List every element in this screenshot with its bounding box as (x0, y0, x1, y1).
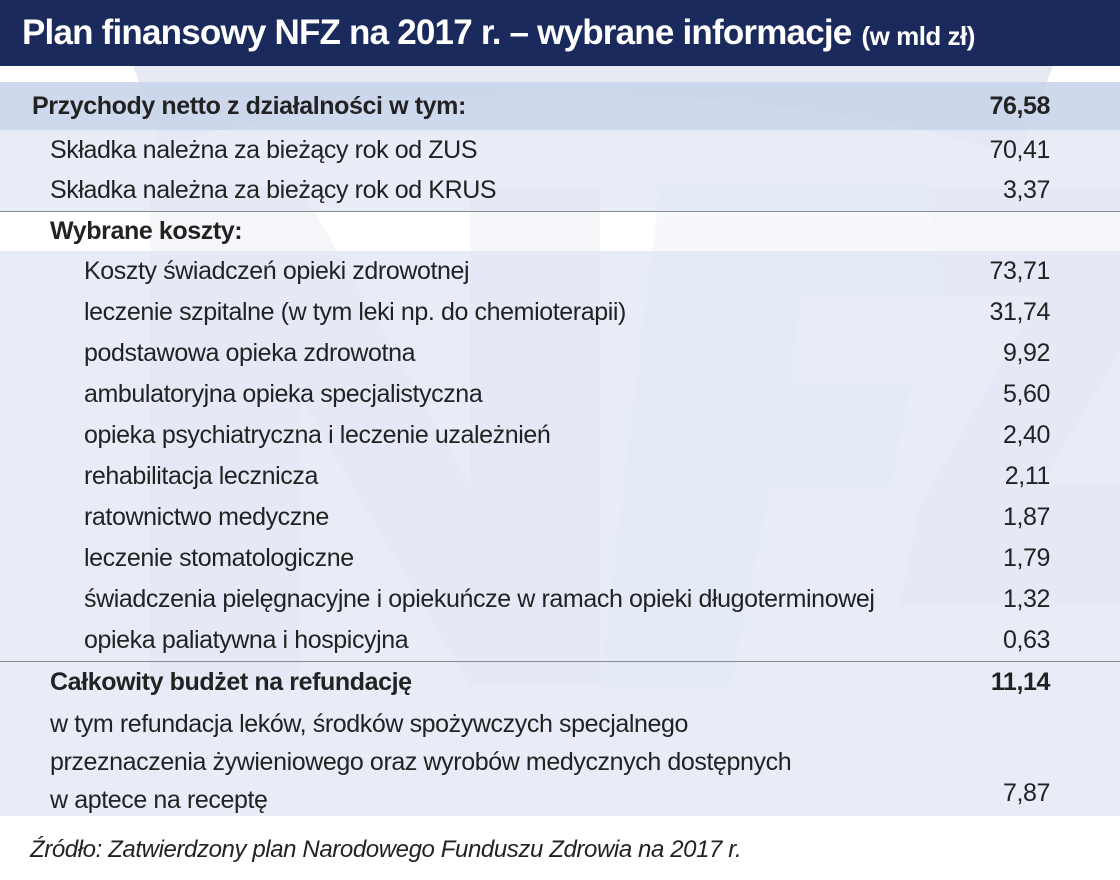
row-label: świadczenia pielęgnacyjne i opiekuńcze w… (84, 585, 875, 613)
row-label: Całkowity budżet na refundację (50, 668, 412, 696)
table-row: ratownictwo medyczne 1,87 (0, 497, 1120, 538)
row-label: Składka należna za bieżący rok od ZUS (50, 135, 478, 164)
row-label: rehabilitacja lecznicza (84, 462, 318, 490)
row-value: 2,40 (1002, 421, 1050, 449)
table-row: Składka należna za bieżący rok od KRUS 3… (0, 170, 1120, 211)
table-row: opieka paliatywna i hospicyjna 0,63 (0, 620, 1120, 661)
title-banner: Plan finansowy NFZ na 2017 r. – wybrane … (0, 0, 1120, 66)
row-value: 9,92 (1002, 339, 1050, 367)
row-label: opieka paliatywna i hospicyjna (84, 626, 409, 654)
row-label: podstawowa opieka zdrowotna (84, 339, 416, 367)
row-value: 2,11 (1004, 462, 1051, 490)
table-row: leczenie szpitalne (w tym leki np. do ch… (0, 292, 1120, 333)
row-value: 5,60 (1002, 380, 1050, 408)
table-row: leczenie stomatologiczne 1,79 (0, 538, 1120, 579)
note-line: w tym refundacja leków, środków spożywcz… (50, 710, 689, 738)
row-label: leczenie stomatologiczne (84, 544, 354, 572)
row-value: 3,37 (1002, 176, 1050, 204)
table-row: podstawowa opieka zdrowotna 9,92 (0, 333, 1120, 374)
row-label: Koszty świadczeń opieki zdrowotnej (84, 257, 470, 285)
table-row: ambulatoryjna opieka specjalistyczna 5,6… (0, 374, 1120, 415)
row-label: opieka psychiatryczna i leczenie uzależn… (84, 421, 551, 449)
row-value: 1,32 (1002, 585, 1050, 613)
table-row: Przychody netto z działalności w tym: 76… (0, 82, 1120, 130)
row-label: Wybrane koszty: (50, 217, 243, 245)
section-header: Wybrane koszty: (0, 211, 1120, 251)
row-value: 0,63 (1002, 626, 1050, 654)
refund-total-row: Całkowity budżet na refundację 11,14 (0, 661, 1120, 703)
row-label: ratownictwo medyczne (84, 503, 329, 531)
table-row: rehabilitacja lecznicza 2,11 (0, 456, 1120, 497)
row-label: ambulatoryjna opieka specjalistyczna (84, 380, 483, 408)
table-row: Składka należna za bieżący rok od ZUS 70… (0, 130, 1120, 170)
data-table: Przychody netto z działalności w tym: 76… (0, 82, 1120, 816)
row-value: 31,74 (989, 298, 1050, 326)
row-value: 70,41 (989, 135, 1050, 164)
row-label: Składka należna za bieżący rok od KRUS (50, 176, 497, 204)
note-line: w aptece na receptę (50, 786, 268, 814)
page-title: Plan finansowy NFZ na 2017 r. – wybrane … (22, 13, 852, 52)
note-line: przeznaczenia żywieniowego oraz wyrobów … (50, 748, 792, 776)
table-row: opieka psychiatryczna i leczenie uzależn… (0, 415, 1120, 456)
row-value: 11,14 (990, 668, 1051, 696)
row-label: leczenie szpitalne (w tym leki np. do ch… (84, 298, 626, 326)
unit-label: (w mld zł) (861, 20, 975, 51)
row-value: 1,79 (1002, 544, 1050, 572)
table-row: Koszty świadczeń opieki zdrowotnej 73,71 (0, 251, 1120, 292)
row-value: 76,58 (989, 91, 1050, 120)
row-value: 1,87 (1002, 503, 1050, 531)
row-value: 73,71 (989, 257, 1050, 285)
refund-note-row: w tym refundacja leków, środków spożywcz… (0, 703, 1120, 816)
table-row: świadczenia pielęgnacyjne i opiekuńcze w… (0, 579, 1120, 620)
source-note: Źródło: Zatwierdzony plan Narodowego Fun… (30, 836, 742, 863)
row-label: Przychody netto z działalności w tym: (32, 91, 466, 120)
row-value: 7,87 (1002, 779, 1050, 807)
